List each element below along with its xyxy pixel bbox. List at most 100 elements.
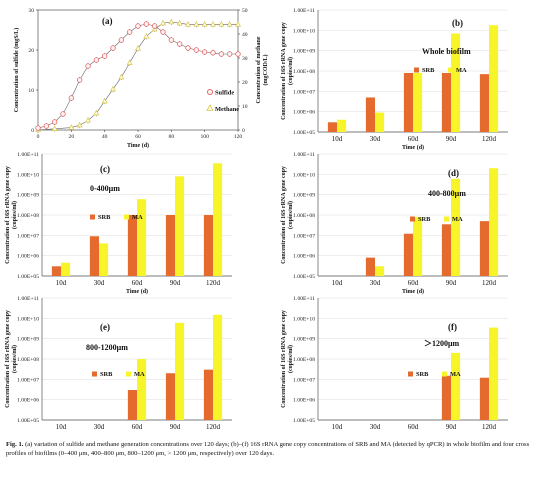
srb-bar <box>441 375 451 420</box>
methane-point <box>101 97 108 104</box>
x-category-label: 120d <box>206 423 221 431</box>
figure-caption: Fig. 1. (a) variation of sulfide and met… <box>6 440 548 458</box>
methane-point <box>235 21 241 27</box>
x-category-label: 10d <box>56 279 67 287</box>
srb-bar <box>403 233 413 276</box>
x-category-label: 30d <box>370 423 381 431</box>
ma-bar <box>375 266 385 276</box>
y-axis-title-line1: Concentration of 16S rRNA gene copy <box>281 22 287 120</box>
y-right-title-line1: Concentration of methane <box>256 36 262 103</box>
x-axis-title: Time (d) <box>402 144 424 151</box>
x-category-label: 30d <box>94 279 105 287</box>
y-axis-title-line2: (copies/ml) <box>11 201 18 229</box>
y-tick-label: 1.00E+05 <box>293 130 315 136</box>
y-left-tick-label: 0 <box>31 128 34 134</box>
y-tick-label: 1.00E+06 <box>293 254 315 260</box>
over-1200um-chart: 1.00E+05 1.00E+06 1.00E+07 1.00E+08 1.00E+09… <box>281 296 508 431</box>
y-axis-title: Concentration of 16S rRNA gene copy(copi… <box>281 166 294 264</box>
y-tick-label: 1.00E+06 <box>293 110 315 116</box>
srb-bar <box>441 72 451 132</box>
y-tick-label: 1.00E+10 <box>17 172 39 178</box>
ma-bar <box>489 327 499 420</box>
y-tick-label: 1.00E+10 <box>293 172 315 178</box>
methane-point <box>201 21 208 27</box>
y-tick-label: 1.00E+08 <box>17 357 39 363</box>
panel-title: 0-400μm <box>90 184 120 193</box>
y-axis-title: Concentration of 16S rRNA gene copy(copi… <box>281 310 294 408</box>
x-tick-label: 40 <box>102 134 108 140</box>
x-axis-title: Time (d) <box>126 288 148 295</box>
sulfide-point <box>218 51 224 57</box>
y-right-axis-title: Concentration of methane(mgCOD/L) <box>256 36 269 103</box>
y-tick-label: 1.00E+08 <box>17 213 39 219</box>
methane-point <box>85 117 91 123</box>
legend-ma-label: MA <box>450 371 461 378</box>
y-left-tick-label: 10 <box>28 88 34 94</box>
methane-point <box>51 125 58 131</box>
y-right-tick-label: 30 <box>242 56 248 62</box>
whole-biofilm-chart: 1.00E+05 1.00E+06 1.00E+07 1.00E+08 1.00E+09… <box>281 8 508 151</box>
y-tick-label: 1.00E+08 <box>293 69 315 75</box>
sulfide-point <box>60 111 66 117</box>
legend-ma-label: MA <box>132 214 143 221</box>
panel-letter: (d) <box>448 168 459 178</box>
panel-e-bar-chart: 1.00E+05 1.00E+06 1.00E+07 1.00E+08 1.00E+09… <box>2 290 278 438</box>
srb-bar <box>479 221 489 276</box>
x-category-label: 60d <box>408 135 419 143</box>
x-category-label: 60d <box>408 279 419 287</box>
y-tick-label: 1.00E+10 <box>293 28 315 34</box>
ma-bar <box>489 168 499 276</box>
ma-bar <box>99 243 109 276</box>
methane-point <box>160 19 166 26</box>
x-category-label: 120d <box>206 279 221 287</box>
ma-bar <box>413 72 423 132</box>
legend-srb-swatch <box>408 371 413 377</box>
srb-bar <box>203 215 213 276</box>
ma-bar <box>213 163 223 276</box>
legend-methane-marker <box>206 104 214 111</box>
y-tick-label: 1.00E+07 <box>293 89 315 95</box>
y-tick-label: 1.00E+08 <box>293 357 315 363</box>
srb-bar <box>203 369 213 420</box>
y-right-tick-label: 0 <box>242 128 245 134</box>
x-tick-label: 100 <box>200 134 209 140</box>
legend-ma-label: MA <box>456 67 467 74</box>
legend-srb-label: SRB <box>422 67 435 74</box>
ma-bar <box>137 199 147 276</box>
srb-bar <box>127 215 137 276</box>
y-axis-title: Concentration of 16S rRNA gene copy(copi… <box>5 310 18 408</box>
y-axis-title-line2: (copies/ml) <box>287 345 294 373</box>
srb-bar <box>403 72 413 132</box>
y-axis-title: Concentration of 16S rRNA gene copy(copi… <box>5 166 18 264</box>
panel-title: ＞1200μm <box>424 339 460 348</box>
y-axis-title-line1: Concentration of 16S rRNA gene copy <box>5 166 11 264</box>
x-category-label: 120d <box>482 135 497 143</box>
sulfide-point <box>52 119 58 125</box>
srb-bar <box>165 373 175 420</box>
ma-bar <box>451 352 461 420</box>
panel-letter: (c) <box>100 164 110 174</box>
y-right-tick-label: 10 <box>242 104 248 110</box>
sulfide-point <box>93 57 99 63</box>
methane-point <box>93 109 100 116</box>
srb-bar <box>365 257 375 276</box>
methane-series-line <box>37 21 238 131</box>
y-tick-label: 1.00E+07 <box>293 377 315 383</box>
methane-point <box>226 21 233 27</box>
sulfide-point <box>227 51 233 57</box>
x-category-label: 10d <box>332 135 343 143</box>
legend-ma-swatch <box>126 371 131 377</box>
ma-bar <box>451 178 461 276</box>
sulfide-point <box>152 23 158 29</box>
caption-label: Fig. 1. <box>6 441 24 448</box>
sulfide-point <box>77 77 83 83</box>
srb-bar <box>327 122 337 132</box>
sulfide-point <box>193 47 199 53</box>
panel-letter: (a) <box>102 16 113 26</box>
x-category-label: 90d <box>446 423 457 431</box>
caption-text: (a) variation of sulfide and methane gen… <box>6 441 530 457</box>
methane-point <box>176 19 183 26</box>
ma-bar <box>175 322 185 420</box>
legend-srb-swatch <box>90 214 95 220</box>
